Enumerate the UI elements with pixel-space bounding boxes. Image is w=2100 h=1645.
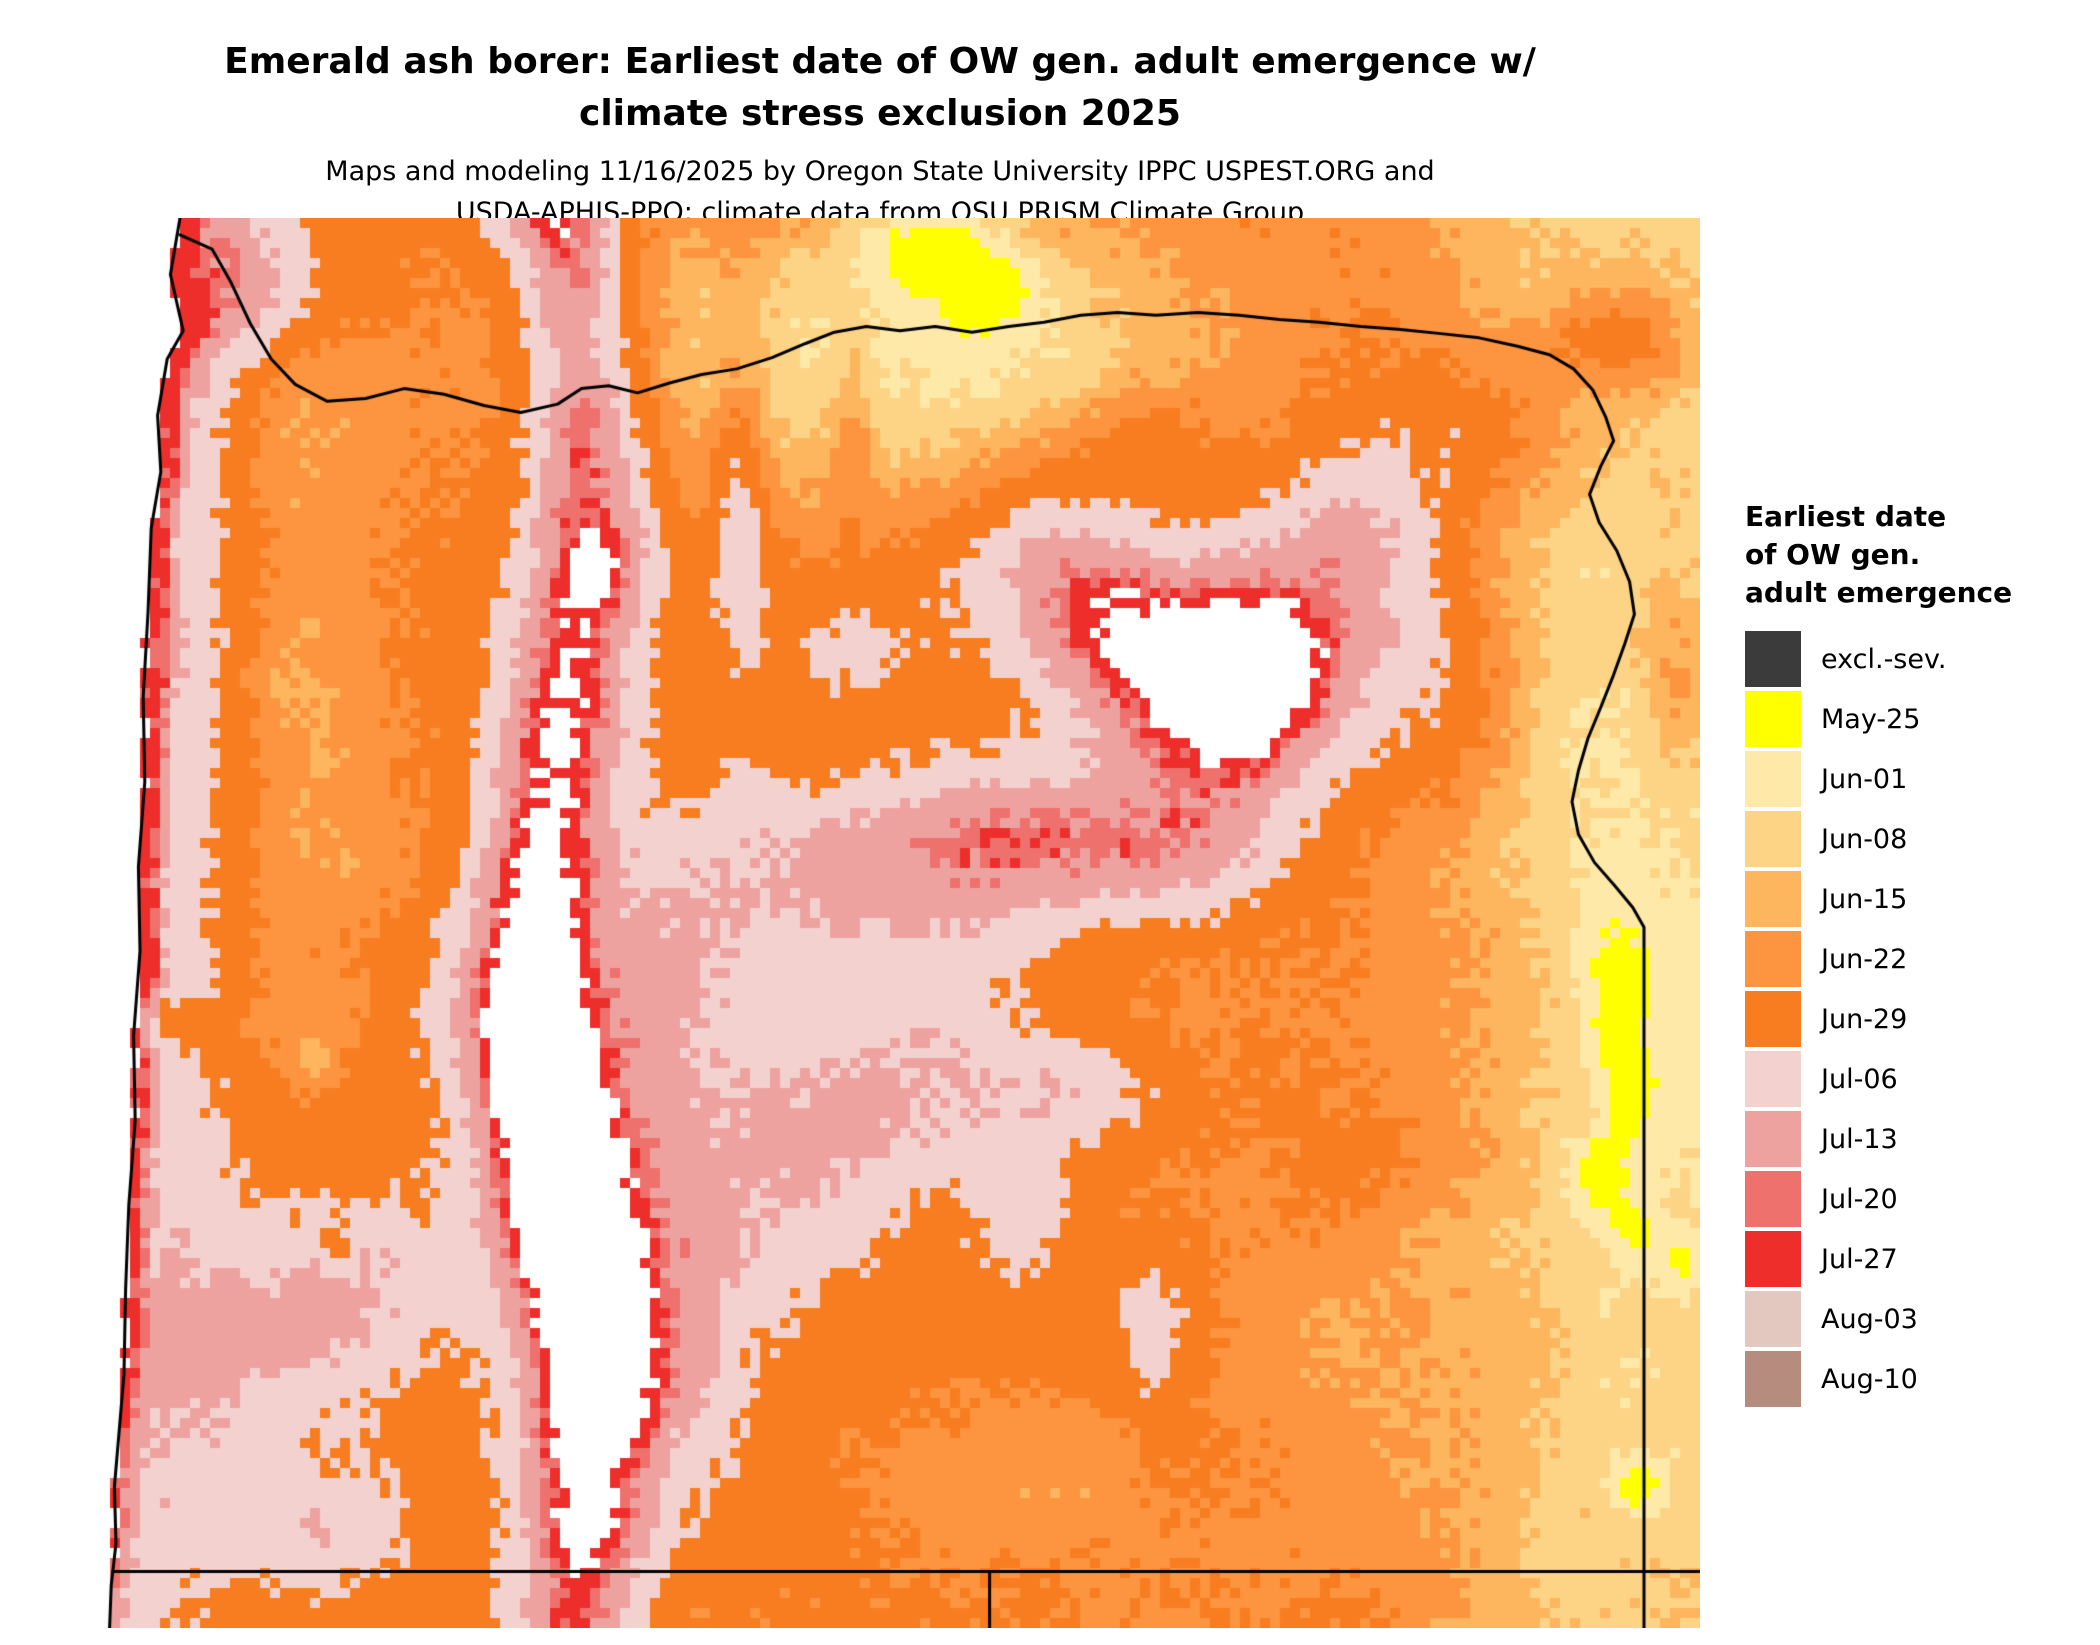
legend-item-aug-03: Aug-03 (1745, 1289, 2090, 1349)
legend-item-label: Jul-20 (1821, 1183, 1898, 1215)
figure-subtitle: Maps and modeling 11/16/2025 by Oregon S… (0, 152, 1760, 233)
legend-title-line-1: Earliest date (1745, 500, 1947, 533)
legend-items: excl.-sev. May-25 Jun-01 Jun-08 Jun-15 Jun-22… (1745, 629, 2090, 1409)
legend-item-label: Jun-29 (1821, 1003, 1908, 1035)
legend-color-swatch (1745, 1351, 1801, 1408)
legend-color-swatch (1745, 1111, 1801, 1168)
legend-item-jun-08: Jun-08 (1745, 809, 2090, 869)
legend-item-may-25: May-25 (1745, 689, 2090, 749)
legend-color-swatch (1745, 631, 1801, 688)
legend-item-label: May-25 (1821, 703, 1921, 735)
legend: Earliest date of OW gen. adult emergence e… (1745, 498, 2090, 1409)
legend-item-label: Aug-10 (1821, 1363, 1918, 1395)
legend-item-jun-22: Jun-22 (1745, 929, 2090, 989)
title-line-1: Emerald ash borer: Earliest date of OW g… (224, 41, 1536, 82)
legend-item-label: Jun-22 (1821, 943, 1908, 975)
legend-item-jul-20: Jul-20 (1745, 1169, 2090, 1229)
legend-color-swatch (1745, 1171, 1801, 1228)
legend-color-swatch (1745, 691, 1801, 748)
legend-item-jun-29: Jun-29 (1745, 989, 2090, 1049)
figure-header: Emerald ash borer: Earliest date of OW g… (0, 36, 1760, 233)
title-line-2: climate stress exclusion 2025 (579, 93, 1181, 135)
legend-item-jul-13: Jul-13 (1745, 1109, 2090, 1169)
legend-item-label: Jul-27 (1821, 1243, 1898, 1275)
legend-item-excl-sev-: excl.-sev. (1745, 629, 2090, 689)
legend-item-label: Jul-13 (1821, 1123, 1898, 1155)
map-area (100, 218, 1700, 1628)
legend-color-swatch (1745, 1291, 1801, 1348)
oregon-raster-map (100, 218, 1700, 1628)
legend-item-jul-06: Jul-06 (1745, 1049, 2090, 1109)
legend-item-label: Aug-03 (1821, 1303, 1918, 1335)
figure-title: Emerald ash borer: Earliest date of OW g… (0, 36, 1760, 140)
legend-title: Earliest date of OW gen. adult emergence (1745, 498, 2090, 611)
legend-color-swatch (1745, 991, 1801, 1048)
legend-color-swatch (1745, 871, 1801, 928)
legend-item-aug-10: Aug-10 (1745, 1349, 2090, 1409)
legend-item-label: Jun-15 (1821, 883, 1908, 915)
legend-item-label: Jul-06 (1821, 1063, 1898, 1095)
legend-item-jun-01: Jun-01 (1745, 749, 2090, 809)
legend-item-label: Jun-08 (1821, 823, 1908, 855)
legend-color-swatch (1745, 1051, 1801, 1108)
subtitle-line-1: Maps and modeling 11/16/2025 by Oregon S… (325, 156, 1435, 188)
legend-color-swatch (1745, 931, 1801, 988)
legend-item-label: Jun-01 (1821, 763, 1908, 795)
legend-item-jul-27: Jul-27 (1745, 1229, 2090, 1289)
legend-color-swatch (1745, 811, 1801, 868)
legend-color-swatch (1745, 751, 1801, 808)
legend-title-line-2: of OW gen. (1745, 537, 1921, 571)
legend-color-swatch (1745, 1231, 1801, 1288)
legend-item-label: excl.-sev. (1821, 643, 1947, 675)
legend-item-jun-15: Jun-15 (1745, 869, 2090, 929)
legend-title-line-3: adult emergence (1745, 575, 2013, 609)
